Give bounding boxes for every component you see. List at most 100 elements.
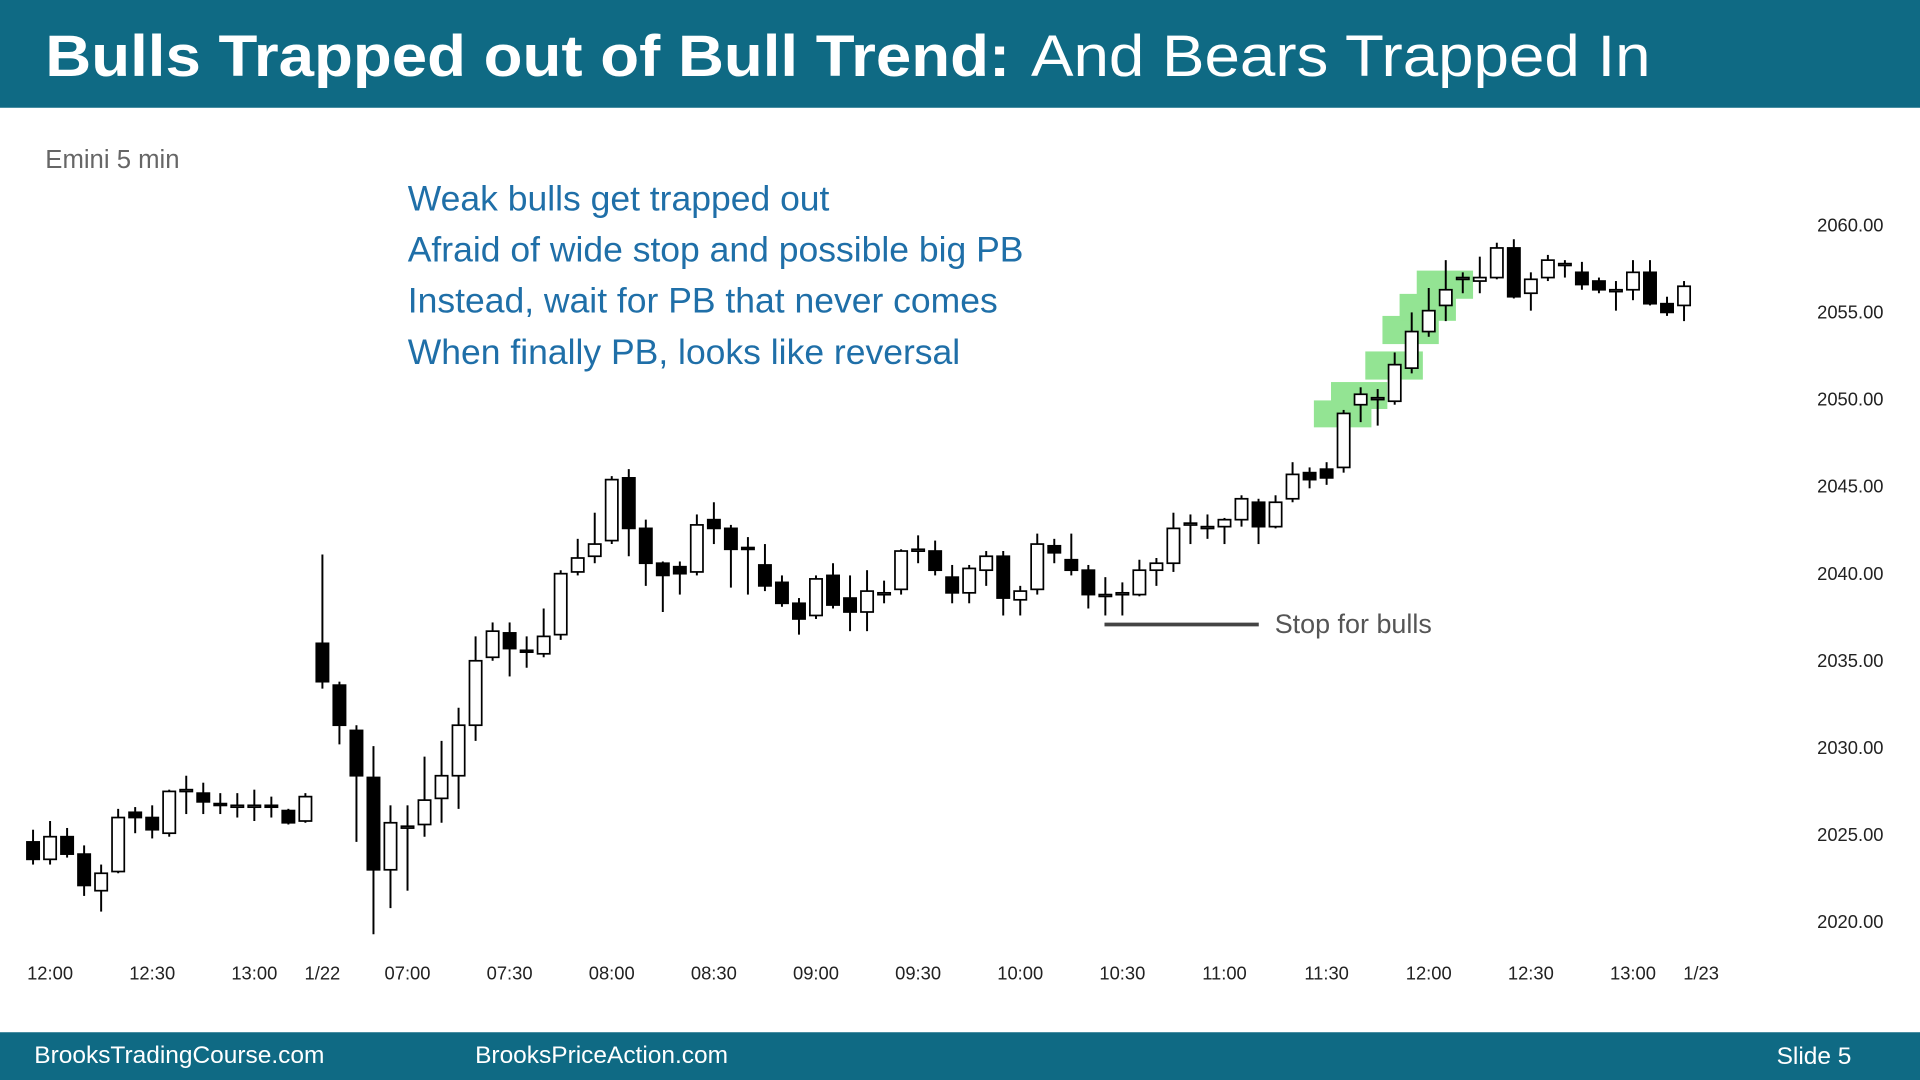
candle-body bbox=[366, 776, 381, 871]
y-tick-label: 2045.00 bbox=[1817, 476, 1883, 497]
candle-body bbox=[1217, 518, 1232, 528]
candle-body bbox=[962, 567, 977, 594]
candle-body bbox=[809, 578, 823, 617]
candle-body bbox=[1370, 396, 1385, 401]
candle-body bbox=[111, 816, 126, 873]
candle-body bbox=[1643, 271, 1657, 305]
candle-body bbox=[1285, 473, 1300, 500]
candle-body bbox=[1336, 412, 1351, 469]
candle-body bbox=[604, 478, 619, 542]
candle-body bbox=[196, 792, 211, 803]
candle-body bbox=[1081, 569, 1096, 596]
candle-body bbox=[860, 590, 875, 613]
chart-subtitle: Emini 5 min bbox=[45, 146, 179, 174]
candle-body bbox=[43, 835, 58, 861]
x-tick-label: 07:30 bbox=[487, 963, 533, 984]
x-tick-label: 10:00 bbox=[997, 963, 1043, 984]
candle-body bbox=[1523, 278, 1538, 295]
candle-body bbox=[434, 774, 449, 800]
x-tick-label: 08:00 bbox=[589, 963, 635, 984]
candle-body bbox=[247, 804, 262, 809]
y-tick-label: 2025.00 bbox=[1817, 824, 1883, 845]
candle-body bbox=[485, 630, 500, 659]
candle-body bbox=[1047, 544, 1062, 554]
candle-body bbox=[1677, 285, 1692, 307]
y-tick-label: 2030.00 bbox=[1817, 737, 1883, 758]
candle-body bbox=[315, 642, 330, 683]
candle-body bbox=[1506, 247, 1521, 298]
x-tick-label: 11:00 bbox=[1202, 963, 1247, 984]
plot: 2020.00 2025.00 2030.00 2035.00 2040.00 2045.… bbox=[26, 214, 1884, 984]
candle-body bbox=[587, 543, 602, 558]
title-bold: Bulls Trapped out of Bull Trend: bbox=[45, 24, 1010, 89]
x-tick-label: 13:00 bbox=[231, 963, 277, 984]
candle-body bbox=[928, 550, 943, 572]
footer-bar bbox=[0, 1032, 1920, 1080]
candle-body bbox=[706, 518, 721, 530]
candle-body bbox=[1455, 276, 1470, 281]
annotations: Weak bulls get trapped out Afraid of wide… bbox=[408, 179, 1024, 372]
candle-body bbox=[689, 524, 704, 573]
candle-body bbox=[1030, 543, 1045, 591]
candle-body bbox=[213, 802, 228, 807]
candle-body bbox=[264, 804, 279, 809]
candle-body bbox=[826, 574, 840, 606]
candle-body bbox=[1540, 259, 1555, 279]
candle-body bbox=[1625, 271, 1640, 291]
candle-body bbox=[621, 477, 636, 530]
annotation-line: Instead, wait for PB that never comes bbox=[408, 281, 998, 321]
candle-body bbox=[1132, 569, 1147, 596]
slide-number: Slide 5 bbox=[1777, 1043, 1852, 1070]
annotation-line: Weak bulls get trapped out bbox=[408, 179, 830, 219]
annotation-line: When finally PB, looks like reversal bbox=[408, 332, 960, 372]
candle-body bbox=[1574, 271, 1589, 286]
x-tick-label: 12:30 bbox=[1508, 963, 1554, 984]
y-tick-label: 2035.00 bbox=[1817, 650, 1883, 671]
candle-body bbox=[536, 635, 551, 655]
candle-body bbox=[349, 729, 364, 777]
candle-body bbox=[757, 564, 772, 587]
candle-body bbox=[1421, 309, 1436, 333]
x-tick-label: 10:30 bbox=[1099, 963, 1145, 984]
x-tick-label: 13:00 bbox=[1610, 963, 1656, 984]
candle-body bbox=[417, 799, 432, 826]
candle-body bbox=[128, 811, 143, 819]
y-tick-label: 2060.00 bbox=[1817, 214, 1883, 235]
title-rest: And Bears Trapped In bbox=[1031, 24, 1651, 89]
candle-body bbox=[179, 788, 194, 793]
candle-body bbox=[1438, 288, 1453, 307]
candle-body bbox=[1472, 276, 1487, 282]
candle-body bbox=[553, 572, 568, 636]
candle-body bbox=[672, 565, 687, 575]
candle-body bbox=[145, 816, 160, 831]
candle-body bbox=[1234, 497, 1249, 521]
candle-body bbox=[1608, 288, 1623, 293]
candle-body bbox=[468, 659, 483, 727]
x-tick-label: 07:00 bbox=[385, 963, 431, 984]
candle-body bbox=[1404, 330, 1419, 369]
candle-body bbox=[1013, 590, 1028, 601]
footer-left: BrooksTradingCourse.com bbox=[34, 1042, 324, 1069]
candle-body bbox=[655, 562, 670, 577]
y-tick-label: 2055.00 bbox=[1817, 302, 1883, 323]
candle-body bbox=[332, 684, 347, 727]
x-tick-label: 12:00 bbox=[1406, 963, 1452, 984]
x-tick-label: 09:00 bbox=[793, 963, 839, 984]
header-bar bbox=[0, 0, 1920, 108]
candle-body bbox=[740, 546, 755, 551]
candle-body bbox=[1115, 591, 1130, 596]
x-tick-label: 11:30 bbox=[1304, 963, 1349, 984]
stop-label: Stop for bulls bbox=[1275, 609, 1432, 639]
candle-body bbox=[1166, 527, 1181, 565]
candle-body bbox=[1200, 525, 1215, 530]
candle-body bbox=[1098, 593, 1113, 598]
footer-center: BrooksPriceAction.com bbox=[475, 1042, 728, 1069]
candle-body bbox=[1557, 262, 1572, 267]
candle-body bbox=[1489, 247, 1504, 279]
x-tick-label: 1/23 bbox=[1683, 963, 1719, 984]
candle-body bbox=[638, 527, 653, 565]
candle-body bbox=[1319, 468, 1334, 479]
x-tick-label: 1/22 bbox=[305, 963, 341, 984]
x-tick-label: 08:30 bbox=[691, 963, 737, 984]
